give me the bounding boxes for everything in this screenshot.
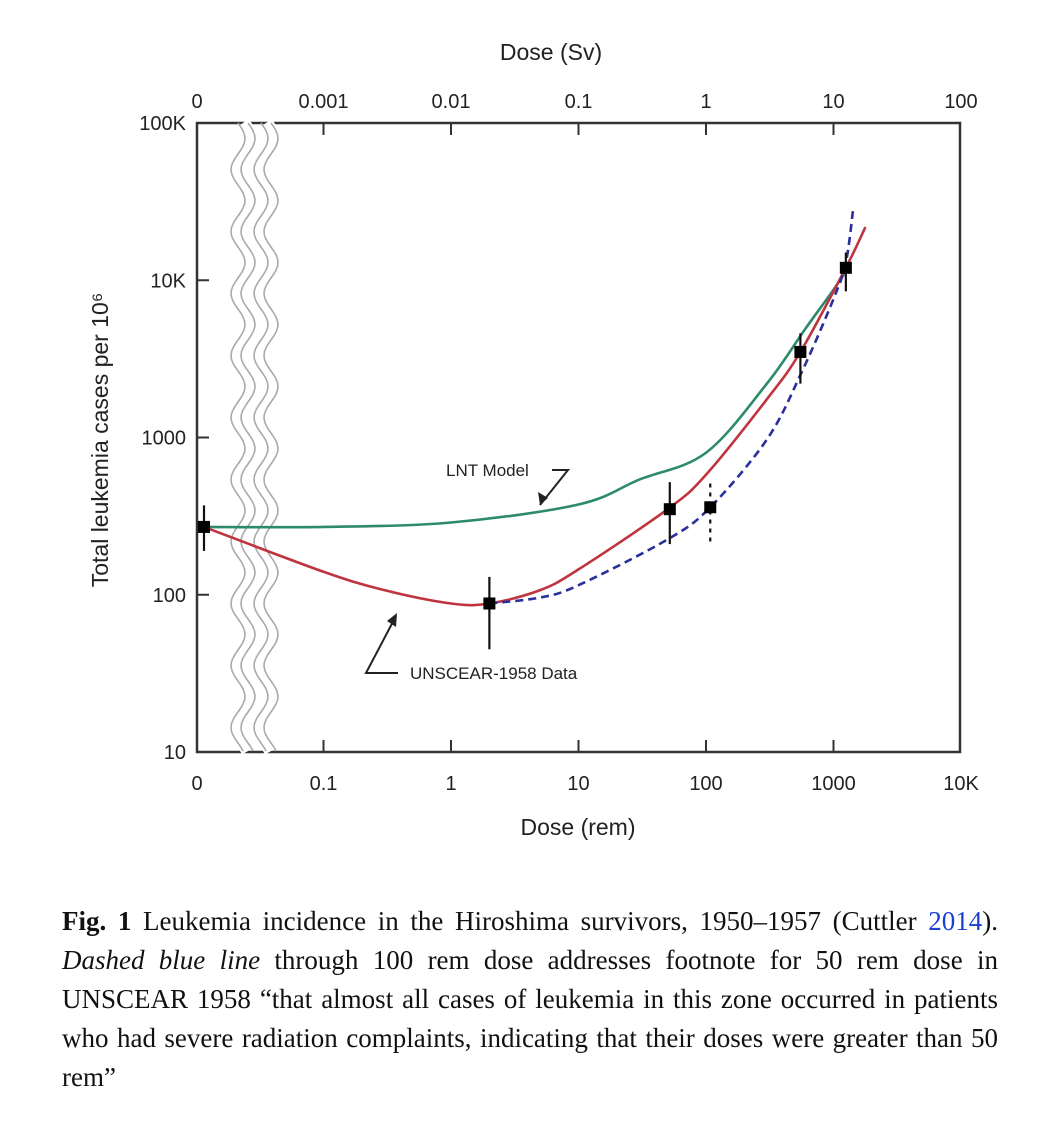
figure-label: Fig. 1 — [62, 906, 132, 936]
top-x-axis-label: Dose (Sv) — [500, 39, 602, 65]
data-point — [198, 520, 210, 533]
x-tick-label: 10 — [567, 773, 589, 795]
series-line-dashed-blue — [489, 210, 855, 605]
data-point — [483, 597, 496, 610]
data-point — [663, 503, 676, 516]
axis-break-line — [230, 122, 246, 752]
caption-italic-text: Dashed blue line — [62, 945, 261, 975]
x-axis-label: Dose (rem) — [520, 814, 635, 840]
top-x-tick-label: 0.001 — [298, 91, 348, 113]
caption-text: through 100 rem dose addresses footnote … — [62, 945, 998, 1092]
annotation-unscear-arrowhead — [387, 613, 397, 627]
y-tick-label: 10K — [150, 270, 186, 292]
annotation-lnt-arrow — [539, 469, 571, 506]
top-x-tick-label: 0 — [191, 91, 202, 113]
data-point — [839, 261, 852, 274]
data-point — [794, 345, 807, 358]
axis-break-line — [240, 122, 256, 752]
x-tick-label: 100 — [689, 773, 722, 795]
annotation-lnt-model: LNT Model — [446, 461, 529, 480]
series-line-unscear-1958-data — [203, 226, 867, 607]
top-x-tick-label: 1 — [700, 91, 711, 113]
annotation-unscear-data: UNSCEAR-1958 Data — [410, 664, 578, 683]
x-tick-label: 10K — [943, 773, 979, 795]
data-point — [704, 501, 717, 514]
caption-text: Leukemia incidence in the Hiroshima surv… — [131, 906, 929, 936]
y-tick-label: 100K — [139, 113, 186, 135]
y-tick-label: 10 — [164, 742, 186, 764]
citation-link[interactable]: 2014 — [928, 906, 983, 936]
top-x-tick-label: 100 — [944, 91, 977, 113]
annotation-unscear-arrow — [364, 615, 398, 674]
y-tick-label: 100 — [153, 585, 186, 607]
plot-frame — [195, 121, 962, 754]
caption-text: ). — [982, 906, 998, 936]
top-x-tick-label: 0.1 — [565, 91, 593, 113]
x-tick-label: 1000 — [811, 773, 856, 795]
x-tick-label: 0.1 — [310, 773, 338, 795]
x-tick-label: 1 — [445, 773, 456, 795]
top-x-tick-label: 0.01 — [432, 91, 471, 113]
axis-break-mark — [228, 118, 281, 755]
axis-break-line — [253, 122, 269, 752]
figure-caption: Fig. 1 Leukemia incidence in the Hiroshi… — [62, 902, 998, 1097]
annotation-lnt-arrowhead — [538, 492, 548, 505]
x-tick-label: 0 — [191, 773, 202, 795]
top-x-tick-label: 10 — [822, 91, 844, 113]
y-tick-label: 1000 — [142, 428, 187, 450]
axis-break-line — [263, 122, 279, 752]
series-line-lnt-model — [203, 267, 850, 529]
leukemia-dose-chart: 0 0.1 1 10 100 1000 10K 0 0.001 0.01 0.1 1 10 100 10 10… — [87, 39, 979, 840]
y-axis-label: Total leukemia cases per 10⁶ — [87, 293, 113, 588]
